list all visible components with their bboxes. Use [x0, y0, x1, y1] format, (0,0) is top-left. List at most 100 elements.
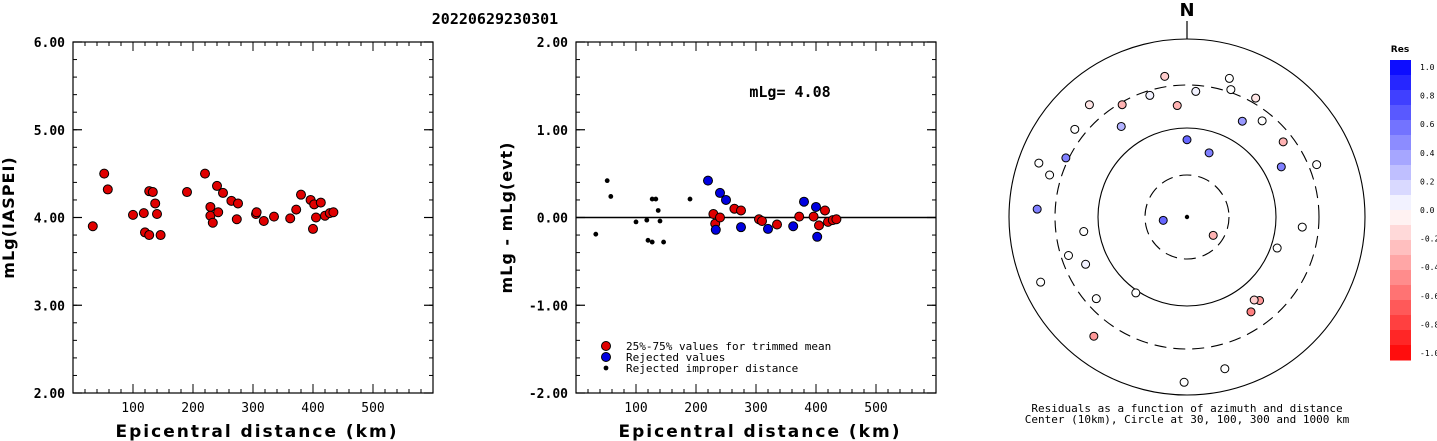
x-axis-label: Epicentral distance (km): [619, 422, 902, 441]
y-tick-label: 2.00: [537, 36, 568, 51]
legend-label: Rejected values: [626, 351, 725, 364]
colorbar-swatch: [1390, 60, 1411, 76]
station-marker: [1237, 116, 1247, 126]
station-marker: [1045, 170, 1055, 180]
residual-vs-distance-panel: -2.00 -1.00 0.00 1.00 2.00 100 200 300 400 500 Epi…: [497, 36, 937, 441]
x-tick-label: 100: [624, 401, 647, 416]
station-marker: [1081, 259, 1091, 269]
colorbar-swatch: [1390, 75, 1411, 91]
ring-100km: [1144, 174, 1230, 260]
y-tick-label: -1.00: [529, 299, 568, 314]
x-axis-label: Epicentral distance (km): [116, 422, 399, 441]
colorbar-swatch: [1390, 150, 1411, 166]
station-marker: [1070, 124, 1080, 134]
data-point: [218, 187, 228, 198]
rejected-point: [788, 221, 799, 232]
x-tick-label: 400: [301, 401, 324, 416]
y-axis-label: mLg - mLg(evt): [497, 142, 516, 294]
trimmed-mean-point: [772, 219, 782, 230]
station-marker: [1276, 162, 1286, 172]
figure-title: 20220629230301: [432, 10, 558, 28]
colorbar-tick-label: -0.6: [1420, 292, 1437, 301]
colorbar-swatch: [1390, 270, 1411, 286]
station-marker: [1249, 295, 1259, 305]
rejected-distance-point: [687, 196, 693, 202]
colorbar-swatch: [1390, 105, 1411, 121]
data-point: [328, 207, 339, 218]
y-tick-label: 2.00: [34, 387, 65, 402]
rejected-point: [721, 194, 731, 205]
y-tick-label: 4.00: [34, 212, 65, 227]
data-point: [308, 223, 318, 234]
y-tick-label: 6.00: [34, 36, 65, 51]
y-tick-label: 5.00: [34, 124, 65, 139]
colorbar-swatch: [1390, 165, 1411, 181]
station-marker: [1226, 85, 1236, 95]
rejected-point: [736, 222, 746, 233]
colorbar-swatch: [1390, 300, 1411, 316]
x-tick-label: 200: [181, 401, 204, 416]
trimmed-mean-point: [814, 220, 824, 231]
colorbar-swatch: [1390, 330, 1411, 346]
station-marker: [1278, 137, 1288, 147]
colorbar-title: Res: [1391, 45, 1409, 55]
station-marker: [1312, 160, 1322, 170]
colorbar-swatch: [1390, 345, 1411, 361]
colorbar-swatch: [1390, 180, 1411, 196]
rejected-distance-point: [604, 178, 610, 184]
station-marker: [1061, 153, 1071, 163]
station-marker: [1158, 215, 1168, 225]
data-point: [315, 197, 326, 208]
y-tick-label: -2.00: [529, 387, 568, 402]
rejected-distance-point: [608, 194, 614, 199]
station-marker: [1116, 121, 1126, 131]
rejected-point: [715, 187, 725, 198]
data-point: [251, 207, 262, 218]
rejected-distance-point: [644, 217, 650, 223]
colorbar-tick-label: 0.8: [1420, 92, 1435, 101]
colorbar-swatch: [1390, 255, 1411, 271]
x-tick-label: 300: [744, 401, 767, 416]
data-point: [258, 216, 269, 227]
station-marker: [1246, 307, 1256, 317]
polar-caption-line1: Residuals as a function of azimuth and d…: [1031, 402, 1342, 415]
ring-300km: [1097, 127, 1277, 307]
data-point: [150, 198, 161, 209]
rejected-point: [763, 223, 773, 234]
trimmed-mean-point: [831, 214, 842, 225]
data-point: [147, 187, 158, 198]
rejected-point: [703, 175, 713, 186]
colorbar-swatch: [1390, 135, 1411, 151]
data-point: [182, 187, 192, 198]
data-point: [87, 221, 98, 232]
rejected-point: [811, 201, 821, 212]
colorbar-swatch: [1390, 90, 1411, 106]
colorbar-tick-label: 0.4: [1420, 149, 1435, 158]
colorbar-tick-label: -0.8: [1420, 320, 1437, 329]
y-tick-label: 0.00: [537, 212, 568, 227]
north-label: N: [1179, 0, 1194, 21]
colorbar-swatch: [1390, 285, 1411, 301]
azimuth-residual-panel: N Residuals as a function of azimuth and …: [1008, 0, 1366, 426]
station-marker: [1224, 73, 1234, 83]
mlg-vs-distance-panel: 2.00 3.00 4.00 5.00 6.00 100 200 300 400 500 Epice…: [0, 36, 434, 441]
station-marker: [1208, 230, 1218, 240]
station-marker: [1182, 135, 1192, 145]
trimmed-mean-point: [794, 211, 805, 222]
colorbar-tick-label: -0.2: [1420, 235, 1437, 244]
data-point: [311, 212, 321, 223]
data-point: [285, 213, 296, 224]
x-tick-label: 500: [361, 401, 384, 416]
trimmed-mean-point: [808, 211, 819, 222]
colorbar-swatch: [1390, 195, 1411, 211]
x-tick-label: 400: [804, 401, 827, 416]
station-marker: [1272, 243, 1282, 253]
rejected-point: [812, 231, 823, 242]
data-point: [205, 201, 216, 212]
y-tick-label: 3.00: [34, 299, 65, 314]
rejected-distance-point: [633, 219, 639, 225]
trimmed-mean-point: [820, 205, 830, 216]
y-axis-label: mLg(IASPEI): [0, 156, 18, 278]
data-point: [128, 209, 138, 220]
station-marker: [1191, 86, 1201, 96]
